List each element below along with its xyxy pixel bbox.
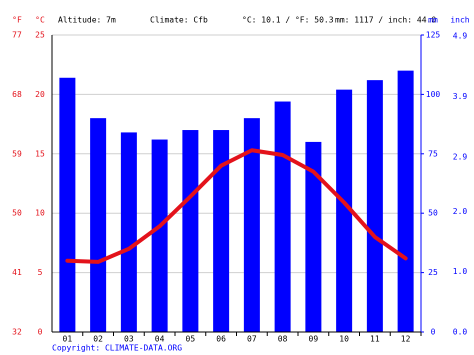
c-tick-label: 5	[38, 268, 43, 277]
precipitation-total: mm: 1117 / inch: 44.0	[335, 16, 436, 25]
f-tick-label: 32	[12, 328, 22, 337]
f-tick-label: 50	[12, 209, 22, 218]
precipitation-bar	[274, 101, 291, 332]
f-unit: °F	[12, 16, 22, 25]
copyright: Copyright: CLIMATE-DATA.ORG	[52, 344, 182, 353]
precipitation-bar	[120, 132, 137, 332]
inch-tick-label: 0.0	[453, 328, 468, 337]
climate: Climate: Cfb	[150, 16, 208, 25]
temperature-line	[65, 148, 408, 264]
f-tick-label: 41	[12, 268, 22, 277]
f-tick-label: 59	[12, 149, 22, 158]
mm-tick-label: 50	[428, 209, 438, 218]
precipitation-bar	[305, 141, 322, 332]
inch-tick-label: 2.0	[453, 207, 468, 216]
c-tick-label: 10	[35, 209, 45, 218]
f-tick-label: 77	[12, 31, 22, 40]
inch-tick-label: 2.9	[453, 152, 468, 161]
x-tick-label: 01	[63, 335, 73, 344]
inch-tick-label: 4.9	[453, 32, 468, 41]
precipitation-bar	[59, 77, 76, 332]
x-tick-label: 09	[309, 335, 319, 344]
x-tick-label: 06	[216, 335, 226, 344]
precipitation-bar	[336, 89, 353, 332]
x-tick-label: 05	[186, 335, 196, 344]
precipitation-bar	[90, 118, 107, 332]
inch-unit: inch	[450, 16, 469, 25]
inch-tick-label: 3.9	[453, 92, 468, 101]
mm-tick-label: 75	[428, 149, 438, 158]
precipitation-bar	[151, 139, 168, 332]
c-tick-label: 15	[35, 149, 45, 158]
mm-unit: mm	[428, 16, 438, 25]
x-tick-label: 03	[124, 335, 134, 344]
x-tick-label: 07	[247, 335, 257, 344]
inch-tick-label: 1.0	[453, 267, 468, 276]
c-unit: °C	[35, 16, 45, 25]
x-tick-label: 08	[278, 335, 288, 344]
precipitation-bar	[366, 80, 383, 332]
precipitation-bar	[397, 70, 414, 332]
temperature-average: °C: 10.1 / °F: 50.3	[242, 16, 334, 25]
mm-tick-label: 0	[431, 328, 436, 337]
precipitation-bar	[182, 130, 199, 332]
c-tick-label: 0	[38, 328, 43, 337]
c-tick-label: 20	[35, 90, 45, 99]
mm-tick-label: 25	[428, 268, 438, 277]
x-tick-label: 12	[401, 335, 411, 344]
x-tick-label: 02	[93, 335, 103, 344]
x-tick-label: 04	[155, 335, 165, 344]
f-tick-label: 68	[12, 90, 22, 99]
c-tick-label: 25	[35, 31, 45, 40]
precipitation-bar	[243, 118, 260, 332]
altitude: Altitude: 7m	[58, 16, 116, 25]
mm-tick-label: 100	[426, 90, 441, 99]
precipitation-bar	[213, 130, 230, 332]
x-tick-label: 11	[370, 335, 380, 344]
x-tick-label: 10	[339, 335, 349, 344]
mm-tick-label: 125	[426, 31, 441, 40]
